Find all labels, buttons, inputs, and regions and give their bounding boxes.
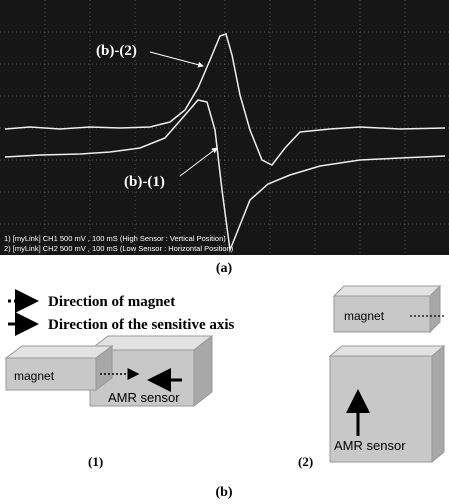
magnet-label: magnet (14, 369, 55, 383)
panel-2: magnet AMR sensor (2) (298, 284, 446, 469)
caption: (b) (215, 485, 232, 500)
trace-arrow (149, 51, 204, 68)
oscilloscope: (b)-(2) (b)-(1) 1) [myLink] CH1 500 mV ,… (0, 0, 449, 255)
panel-1: magnet AMR sensor (1) (4, 334, 214, 469)
trace-upper (4, 33, 446, 166)
trace-lower (4, 99, 446, 253)
footer-line: 2) [myLink] CH2 500 mV , 100 mS (Low Sen… (4, 244, 234, 253)
caption: (a) (216, 261, 233, 276)
footer-line: 1) [myLink] CH1 500 mV , 100 mS (High Se… (4, 234, 226, 243)
magnet-label: magnet (344, 309, 385, 323)
panel-label: (1) (88, 454, 103, 469)
legend-text: Direction of magnet (48, 294, 175, 310)
sensor-label: AMR sensor (108, 390, 180, 405)
legend-text: Direction of the sensitive axis (48, 317, 235, 333)
trace-label: (b)-(2) (96, 43, 137, 59)
trace-arrow (179, 147, 218, 177)
sensor-label: AMR sensor (334, 438, 406, 453)
trace-label: (b)-(1) (124, 174, 165, 190)
panel-label: (2) (298, 454, 313, 469)
